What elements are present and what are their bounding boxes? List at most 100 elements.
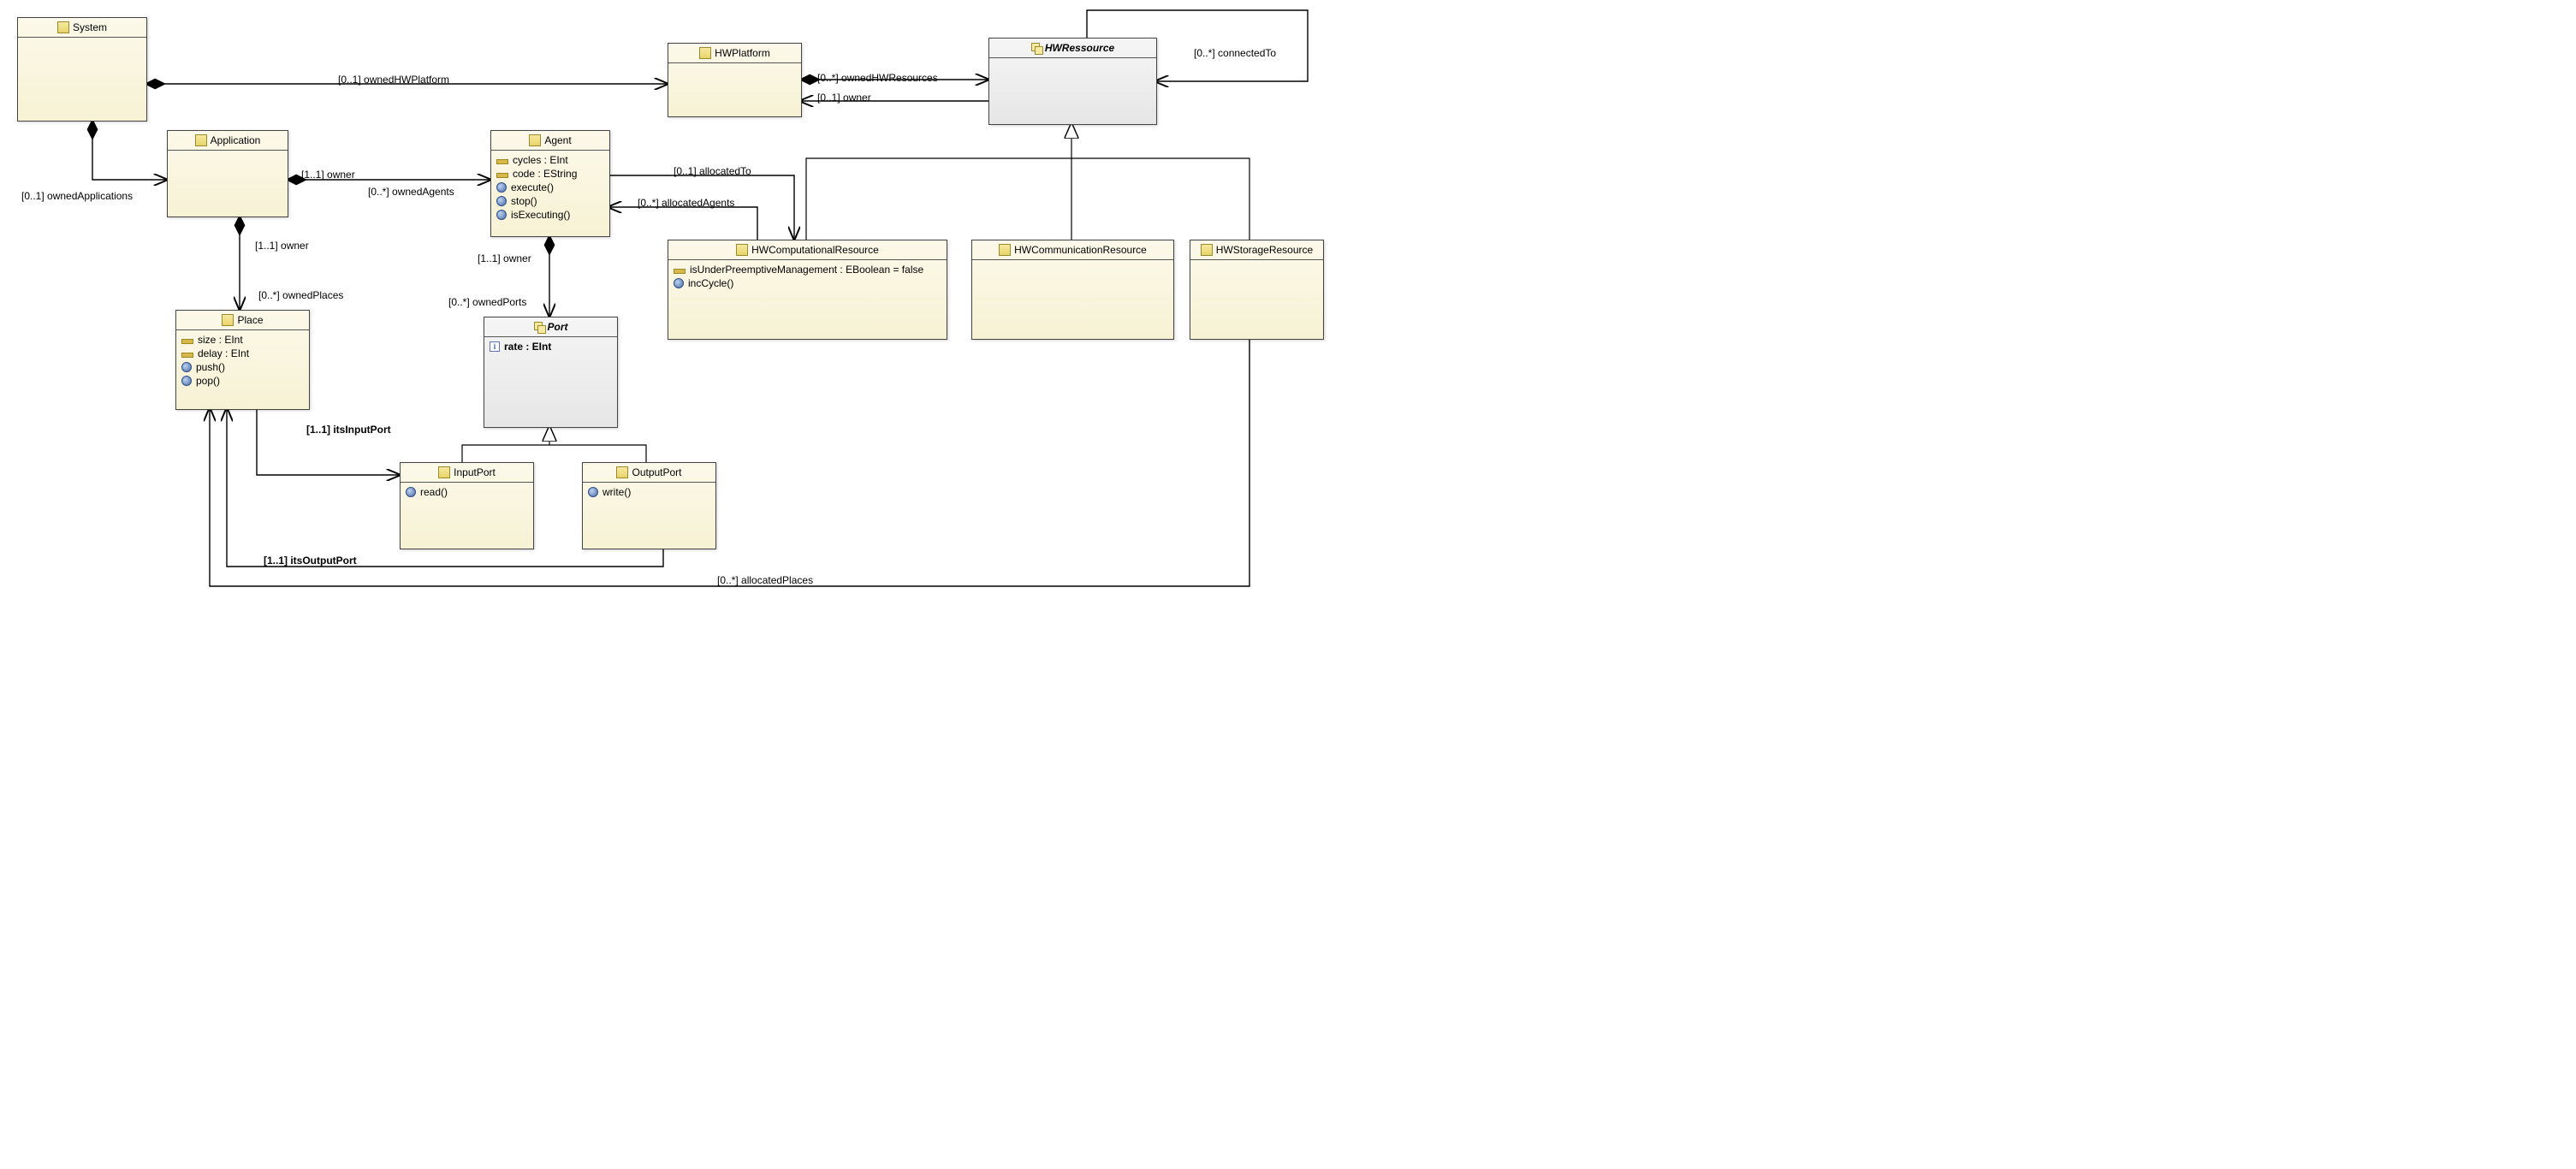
class-title-text: OutputPort <box>632 466 681 478</box>
member: irate : EInt <box>490 340 612 353</box>
class-outputport[interactable]: OutputPortwrite() <box>582 462 716 549</box>
class-title: HWCommunicationResource <box>972 240 1173 260</box>
label-ownerHWRes: [0..1] owner <box>817 92 871 104</box>
member: write() <box>588 485 710 499</box>
class-body: cycles : EInt code : EStringexecute()stop… <box>491 151 609 224</box>
class-title-text: Application <box>211 134 261 146</box>
operation-icon <box>181 362 192 372</box>
member: delay : EInt <box>181 347 304 360</box>
member-text: push() <box>196 361 225 373</box>
class-title: HWStorageResource <box>1190 240 1323 260</box>
label-ownerPlace: [1..1] owner <box>255 240 309 252</box>
class-body: write() <box>583 483 715 501</box>
class-hwcommunicationresource[interactable]: HWCommunicationResource <box>971 240 1174 340</box>
class-title-text: HWPlatform <box>715 47 770 59</box>
class-application[interactable]: Application <box>167 130 288 217</box>
class-title-text: Agent <box>544 134 571 146</box>
class-inputport[interactable]: InputPort read() <box>400 462 534 549</box>
class-hwstorageresource[interactable]: HWStorageResource <box>1190 240 1324 340</box>
class-hwplatform[interactable]: HWPlatform <box>668 43 802 117</box>
info-icon: i <box>490 341 500 352</box>
class-title: HWComputationalResource <box>668 240 947 260</box>
member: size : EInt <box>181 333 304 347</box>
operation-icon <box>496 196 507 206</box>
label-allocatedPlaces: [0..*] allocatedPlaces <box>717 574 813 586</box>
label-ownedPorts: [0..*] ownedPorts <box>448 296 526 308</box>
member: isExecuting() <box>496 208 604 222</box>
member-text: code : EString <box>513 168 577 180</box>
class-port[interactable]: Port irate : EInt <box>484 317 618 428</box>
label-ownerPort: [1..1] owner <box>478 252 531 264</box>
label-itsInputPort: [1..1] itsInputPort <box>306 424 391 436</box>
member-text: pop() <box>196 375 220 387</box>
class-icon <box>1201 244 1213 256</box>
operation-icon <box>496 182 507 193</box>
member-text: incCycle() <box>688 277 733 289</box>
class-title: System <box>18 18 146 38</box>
class-over-icon <box>534 322 544 332</box>
label-ownedApplications: [0..1] ownedApplications <box>21 190 133 202</box>
gen-inputport <box>462 426 549 462</box>
class-icon <box>999 244 1011 256</box>
attribute-icon <box>496 173 508 178</box>
member: code : EString <box>496 167 604 181</box>
class-body <box>989 58 1156 63</box>
class-system[interactable]: System <box>17 17 147 122</box>
attribute-icon <box>181 339 193 344</box>
operation-icon <box>674 278 684 288</box>
gen-outputport <box>549 445 646 462</box>
class-place[interactable]: Placesize : EIntdelay : EIntpush()pop() <box>175 310 310 410</box>
member-text: size : EInt <box>198 334 243 346</box>
member-text: delay : EInt <box>198 347 249 359</box>
label-ownedHWResources: [0..*] ownedHWResources <box>817 72 938 84</box>
class-title: Agent <box>491 131 609 151</box>
class-title: HWPlatform <box>668 44 801 63</box>
member: pop() <box>181 374 304 388</box>
member: incCycle() <box>674 276 941 290</box>
class-body: read() <box>401 483 533 501</box>
class-body: size : EIntdelay : EInt push() pop() <box>176 330 309 390</box>
class-title: OutputPort <box>583 463 715 483</box>
operation-icon <box>406 487 416 497</box>
class-hwcomputationalresource[interactable]: HWComputationalResource isUnderPreemptive… <box>668 240 947 340</box>
class-body <box>1190 260 1323 265</box>
edge-hwstorage-place <box>210 338 1249 586</box>
class-body <box>18 38 146 43</box>
class-title-text: HWComputationalResource <box>751 244 879 256</box>
class-icon <box>195 134 207 146</box>
class-title: Port <box>484 317 617 337</box>
member: read() <box>406 485 528 499</box>
class-title: HWRessource <box>989 39 1156 58</box>
member: push() <box>181 360 304 374</box>
member: execute() <box>496 181 604 194</box>
class-title-text: InputPort <box>454 466 496 478</box>
class-body <box>972 260 1173 265</box>
operation-icon <box>588 487 598 497</box>
edge-place-inputport <box>257 408 400 475</box>
class-icon <box>616 466 628 478</box>
edge-system-application <box>92 120 167 180</box>
class-icon <box>699 47 711 59</box>
member-text: stop() <box>511 195 537 207</box>
class-icon <box>736 244 748 256</box>
attribute-icon <box>496 159 508 164</box>
class-title-text: HWCommunicationResource <box>1014 244 1147 256</box>
class-hwressource[interactable]: HWRessource <box>988 38 1157 125</box>
member-text: isExecuting() <box>511 209 570 221</box>
class-agent[interactable]: Agent cycles : EInt code : EStringexecute(… <box>490 130 610 237</box>
member-text: read() <box>420 486 448 498</box>
class-body: isUnderPreemptiveManagement : EBoolean =… <box>668 260 947 293</box>
label-connectedTo: [0..*] connectedTo <box>1194 47 1276 59</box>
class-title-text: Port <box>548 321 568 333</box>
member-text: cycles : EInt <box>513 154 568 166</box>
member-text: isUnderPreemptiveManagement : EBoolean =… <box>690 264 923 276</box>
operation-icon <box>181 376 192 386</box>
member: stop() <box>496 194 604 208</box>
class-body <box>168 151 288 156</box>
member-text: write() <box>602 486 631 498</box>
label-allocatedAgents: [0..*] allocatedAgents <box>638 197 734 209</box>
member: cycles : EInt <box>496 153 604 167</box>
edge-hwcomp-allocatedagents <box>608 207 757 240</box>
attribute-icon <box>181 353 193 358</box>
class-icon <box>438 466 450 478</box>
